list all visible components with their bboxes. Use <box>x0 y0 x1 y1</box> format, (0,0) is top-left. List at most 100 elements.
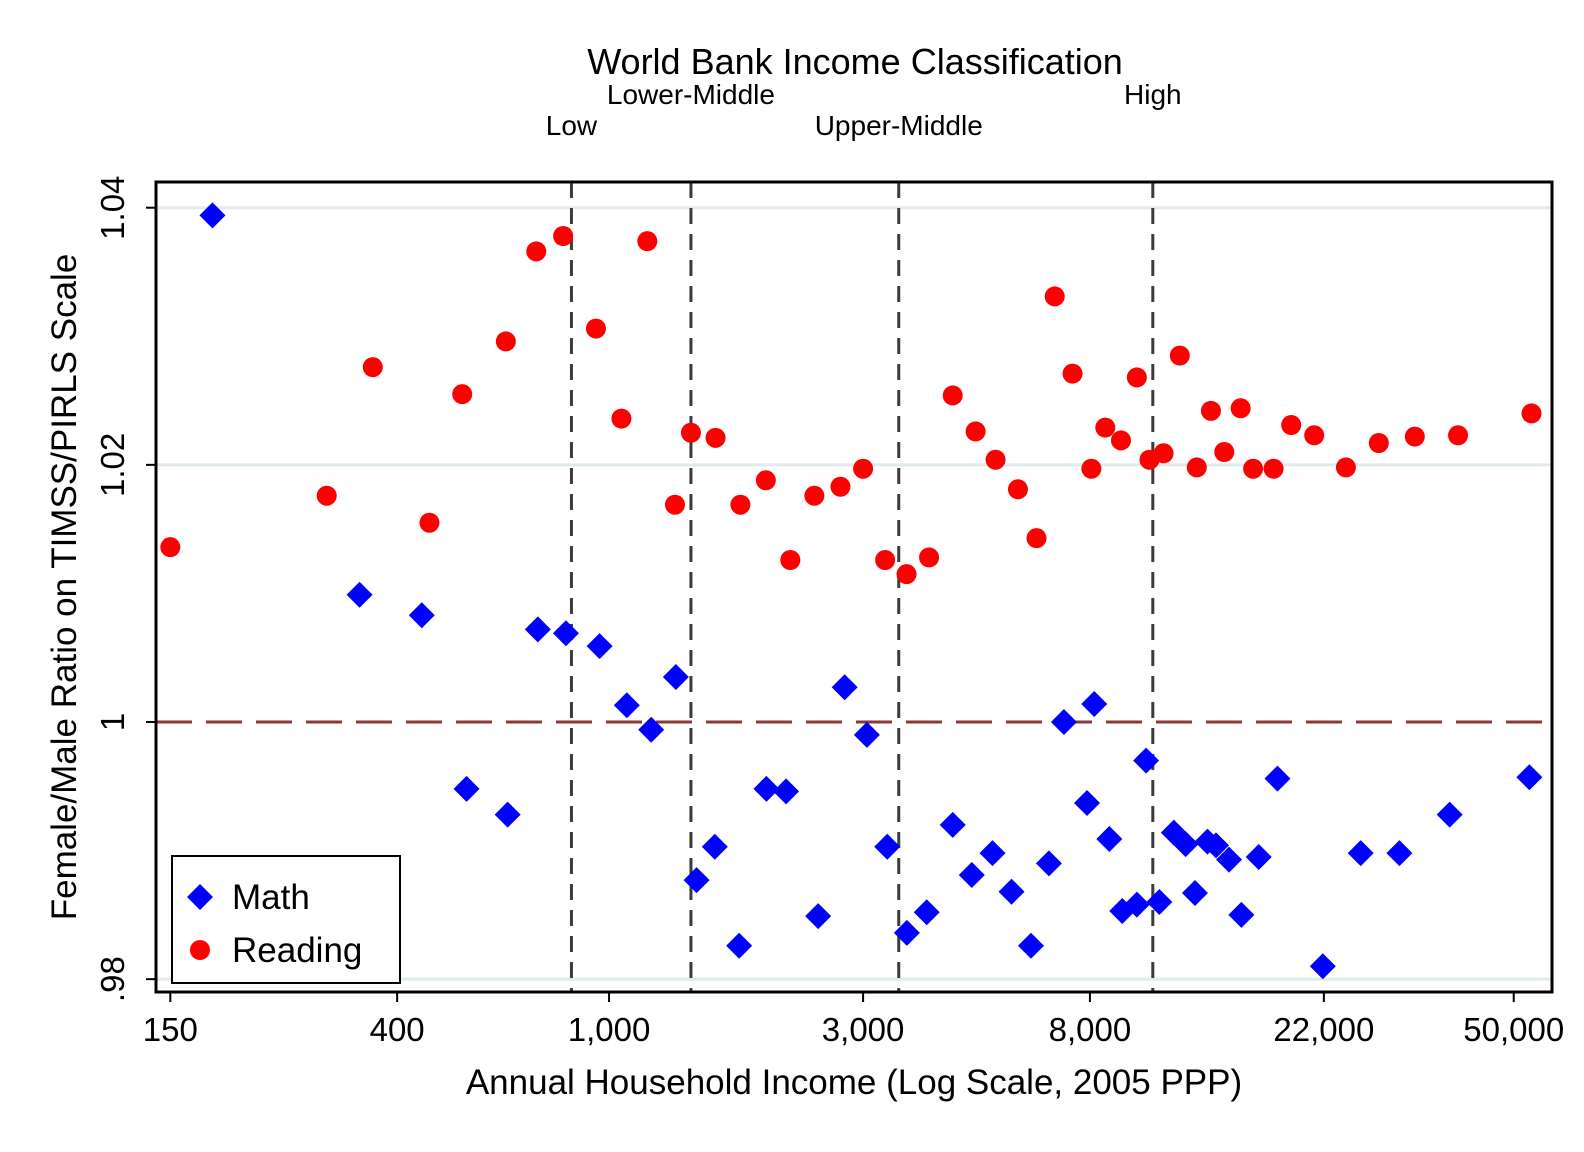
y-axis-label: Female/Male Ratio on TIMSS/PIRLS Scale <box>45 254 84 921</box>
axis-ticks: .98 1 1.02 1.04 150 400 1,000 3,000 8,000 22,000 5… <box>94 176 1564 1048</box>
math-point <box>831 674 858 701</box>
reading-point <box>362 357 383 378</box>
reading-point <box>919 547 940 568</box>
math-point <box>753 775 780 802</box>
math-point <box>773 778 800 805</box>
classification-label: Upper-Middle <box>815 110 983 141</box>
reading-point <box>553 226 574 246</box>
x-axis-label: Annual Household Income (Log Scale, 2005… <box>466 1063 1242 1102</box>
reading-point <box>755 470 776 491</box>
reading-point <box>160 537 181 558</box>
reading-point <box>1095 417 1116 438</box>
math-point <box>1436 801 1463 828</box>
reading-point <box>1214 442 1235 462</box>
math-point <box>524 616 551 643</box>
reading-point <box>664 494 685 515</box>
legend-box <box>171 855 401 984</box>
math-point <box>1216 846 1243 873</box>
x-tick-label: 8,000 <box>1049 1011 1132 1048</box>
math-point <box>939 811 966 838</box>
math-point <box>913 899 940 926</box>
math-point <box>494 801 521 828</box>
x-tick-label: 1,000 <box>568 1011 651 1048</box>
math-point <box>853 721 880 748</box>
reading-point <box>680 422 701 443</box>
plot-frame <box>154 180 1554 994</box>
math-point <box>586 633 613 660</box>
reading-point <box>1044 286 1065 307</box>
math-point <box>638 716 665 743</box>
reading-point <box>611 408 632 429</box>
reading-point <box>1263 458 1284 479</box>
classification-label: High <box>1124 79 1182 110</box>
math-point <box>1245 844 1272 870</box>
math-point <box>1017 932 1044 959</box>
legend: Math Reading <box>171 855 401 984</box>
math-point <box>1096 826 1123 852</box>
math-point <box>1050 709 1077 735</box>
reading-point <box>1521 403 1542 424</box>
reading-point <box>1200 400 1221 421</box>
math-point <box>1181 880 1208 906</box>
math-point <box>1347 840 1374 867</box>
math-point <box>1123 891 1150 918</box>
reading-point <box>942 385 963 406</box>
reading-point <box>637 231 658 252</box>
reading-point <box>585 318 606 339</box>
reading-point <box>495 331 516 352</box>
reading-point <box>1062 363 1083 384</box>
y-tick-label: 1 <box>94 713 131 731</box>
reading-point <box>1153 443 1174 464</box>
reading-point <box>1281 415 1302 435</box>
y-tick-label: 1.02 <box>94 433 131 497</box>
data-points <box>160 202 1543 980</box>
math-point <box>1035 850 1062 877</box>
math-point <box>1386 840 1413 867</box>
x-tick-label: 22,000 <box>1273 1011 1374 1048</box>
reading-point <box>1230 398 1251 419</box>
math-point <box>199 202 226 229</box>
reading-point <box>1404 426 1425 447</box>
classification-label: Lower-Middle <box>607 79 775 110</box>
reading-point <box>730 494 751 515</box>
reading-point <box>1126 367 1147 388</box>
legend-diamond-icon <box>187 884 213 910</box>
math-point <box>726 932 753 959</box>
math-point <box>998 878 1025 905</box>
reading-point <box>896 564 917 585</box>
math-point <box>1264 765 1291 792</box>
math-point <box>453 775 480 802</box>
reading-point <box>705 427 726 448</box>
legend-circle-icon <box>190 940 210 960</box>
reading-point <box>1169 345 1190 366</box>
math-point <box>958 862 985 888</box>
x-tick-label: 3,000 <box>822 1011 905 1048</box>
chart-title: World Bank Income Classification <box>587 41 1123 82</box>
math-point <box>408 602 435 629</box>
math-point <box>552 620 579 647</box>
reading-point <box>1110 430 1131 451</box>
x-tick-label: 150 <box>143 1011 198 1048</box>
math-point <box>874 833 901 860</box>
reading-point <box>1368 433 1389 453</box>
reading-point <box>452 384 473 405</box>
math-point <box>979 840 1006 867</box>
reading-point <box>1304 425 1325 446</box>
math-point <box>893 919 920 946</box>
x-tick-label: 400 <box>370 1011 425 1048</box>
math-point <box>613 692 640 719</box>
math-point <box>1133 747 1160 774</box>
y-tick-label: 1.04 <box>94 176 131 240</box>
math-point <box>1172 831 1199 858</box>
x-tick-label: 50,000 <box>1463 1011 1564 1048</box>
math-point <box>1074 790 1101 816</box>
reading-point <box>1243 458 1264 479</box>
reading-point <box>1007 479 1028 500</box>
reading-point <box>316 485 337 506</box>
reading-point <box>853 458 874 479</box>
reading-point <box>1026 528 1047 549</box>
reading-point <box>830 476 851 497</box>
reading-point <box>1335 457 1356 478</box>
